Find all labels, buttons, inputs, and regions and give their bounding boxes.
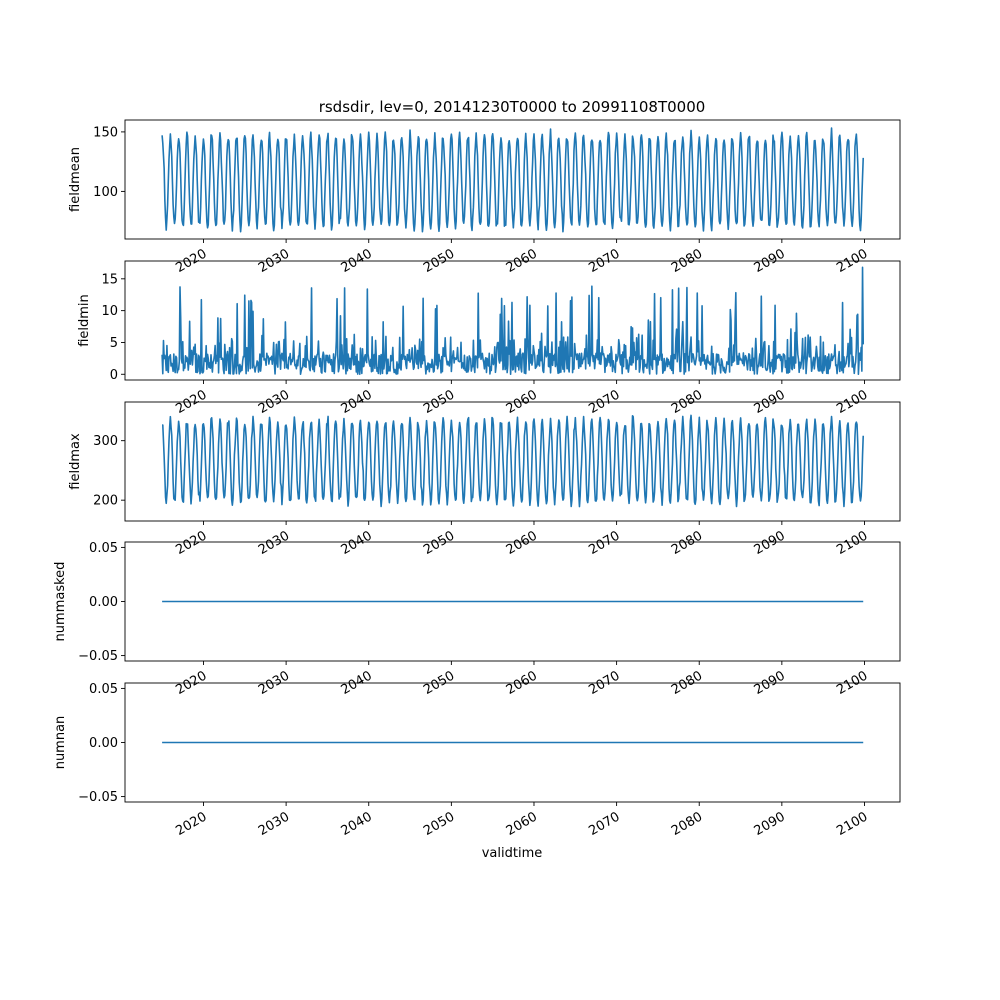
chart-title: rsdsdir, lev=0, 20141230T0000 to 2099110…: [319, 98, 706, 116]
y-tick-label: 0.05: [89, 541, 118, 556]
y-tick-label: 150: [93, 125, 118, 140]
y-tick-label: 15: [101, 272, 118, 287]
y-tick-label: 0.05: [89, 682, 118, 697]
y-tick-label: 5: [110, 336, 118, 351]
axes-frame: [124, 119, 901, 240]
y-tick-label: −0.05: [78, 649, 118, 664]
y-axis-label: fieldmean: [68, 147, 83, 212]
y-tick-label: 300: [93, 434, 118, 449]
y-axis-label: fieldmax: [68, 433, 83, 490]
y-axis-label: fieldmin: [77, 294, 92, 347]
y-axis-label: nummasked: [53, 562, 68, 642]
series-line-fieldmean: [161, 127, 865, 233]
y-tick-label: −0.05: [78, 790, 118, 805]
x-axis-label: validtime: [482, 846, 543, 861]
y-tick-label: 0.00: [89, 736, 118, 751]
axes-frame: [124, 260, 901, 381]
y-tick-label: 10: [101, 304, 118, 319]
y-tick-label: 200: [93, 494, 118, 509]
y-tick-label: 100: [93, 185, 118, 200]
series-line-fieldmin: [161, 266, 865, 376]
y-tick-label: 0.00: [89, 595, 118, 610]
y-tick-label: 0: [110, 368, 118, 383]
axes-frame: [124, 401, 901, 522]
y-axis-label: numnan: [53, 716, 68, 770]
series-line-fieldmax: [161, 414, 865, 508]
